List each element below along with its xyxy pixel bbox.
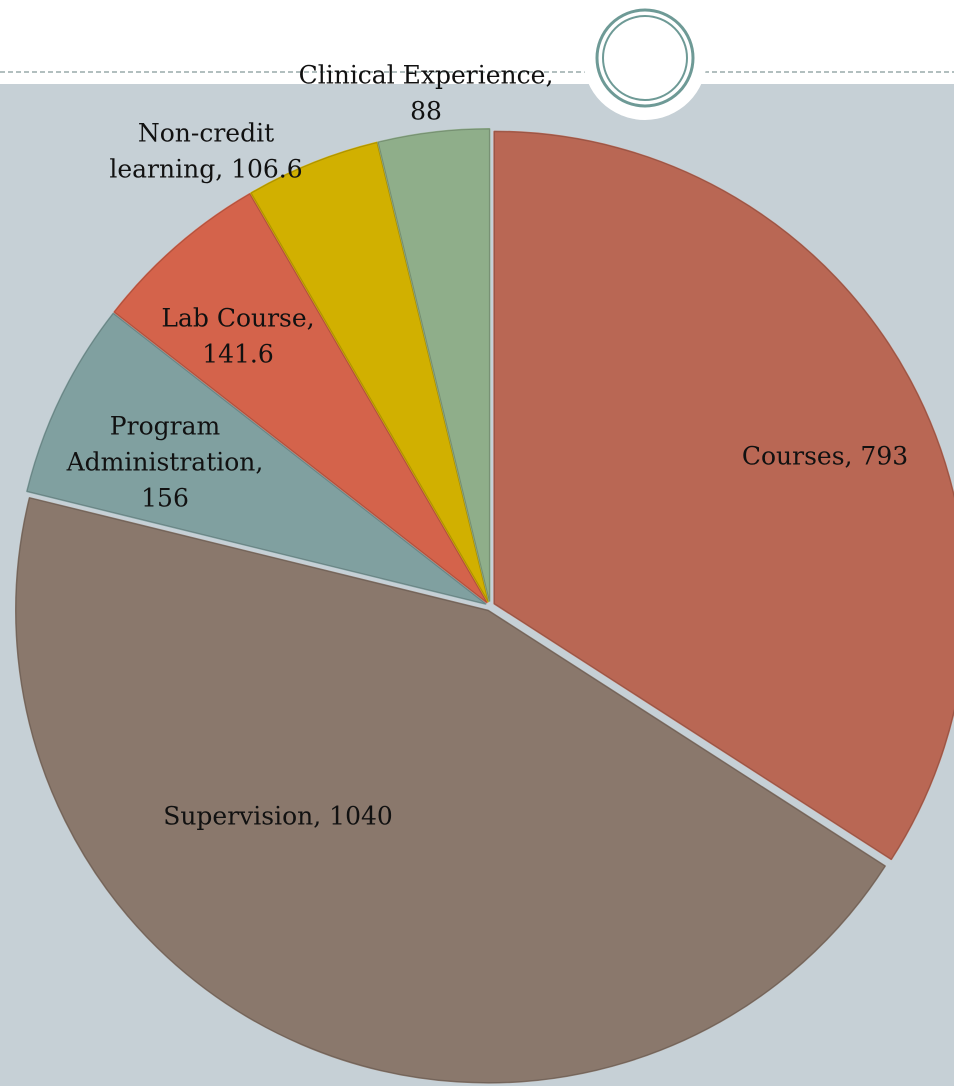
data-label: learning, 106.6: [109, 155, 302, 184]
data-label: 88: [410, 97, 442, 126]
pie-slice: [113, 193, 488, 604]
slice-edge: [113, 193, 488, 603]
slice-edge: [26, 312, 486, 605]
slice-edge: [15, 497, 886, 1084]
labels: Courses, 793 Supervision, 1040 Program Admi…: [66, 61, 909, 831]
slice-edge: [250, 142, 489, 602]
pie: [15, 128, 954, 1084]
pie-slice: [493, 130, 954, 861]
slice-edge: [377, 128, 490, 602]
ornament-back: [583, 0, 707, 120]
ornament-ring: [602, 15, 688, 101]
pie-slice: [377, 128, 491, 603]
data-label: Supervision, 1040: [163, 802, 393, 831]
data-label: 156: [141, 484, 189, 513]
ornament-ring: [595, 8, 695, 108]
pie-slice: [15, 497, 886, 1084]
data-label: Program: [110, 412, 221, 441]
slice-edge: [493, 131, 954, 860]
data-label: Lab Course,: [161, 304, 314, 333]
data-label: Clinical Experience,: [299, 61, 554, 90]
pie-slice: [26, 312, 487, 605]
data-label: Courses, 793: [742, 442, 908, 471]
data-label: Non-credit: [138, 119, 274, 148]
data-label: 141.6: [202, 340, 274, 369]
header-band: [0, 0, 954, 84]
pie-slice: [250, 141, 490, 603]
data-label: Administration,: [66, 448, 264, 477]
